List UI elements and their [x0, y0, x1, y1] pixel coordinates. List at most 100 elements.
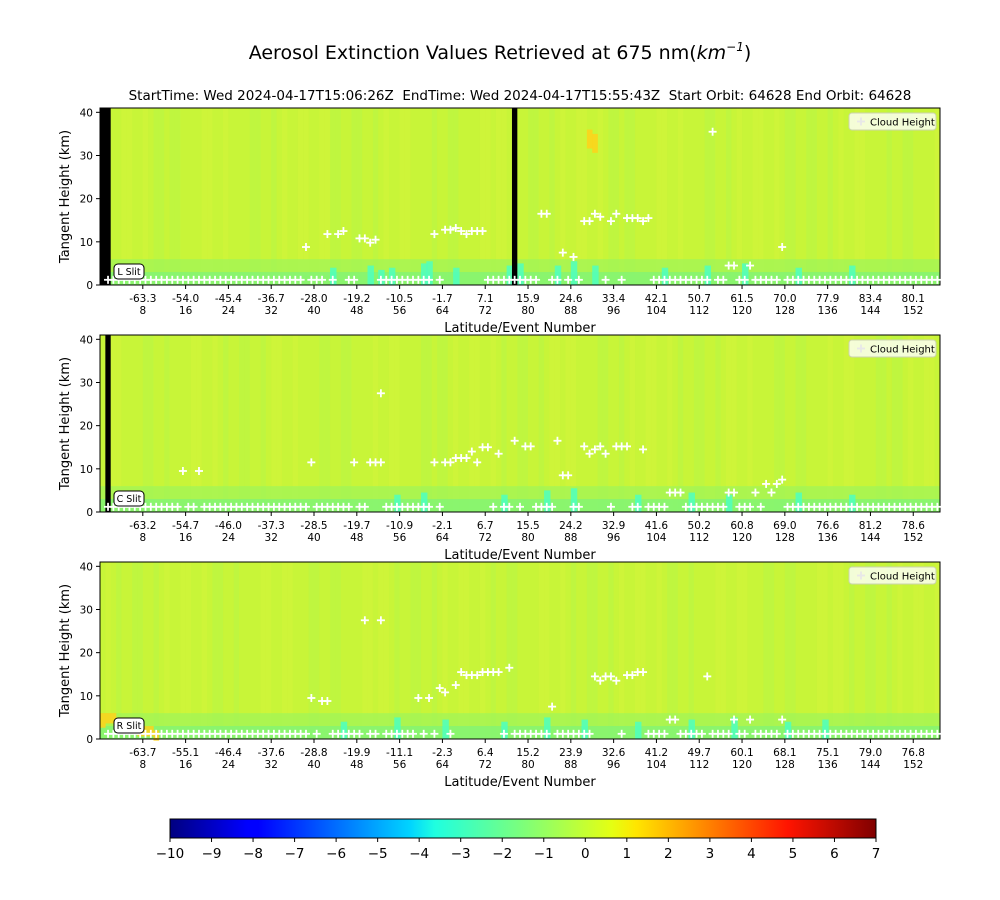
y-axis: 0 10 20 30 40 Tangent Height (km) [58, 561, 100, 746]
title-unit: km [697, 42, 727, 64]
event-tick-label: 48 [350, 305, 363, 317]
cloud-height-marker [301, 729, 310, 738]
cloud-height-marker [435, 275, 444, 284]
event-tick-label: 128 [775, 759, 795, 771]
heatmap-column [158, 108, 165, 285]
heatmap-column [276, 335, 282, 512]
latitude-tick-label: 23.9 [559, 747, 582, 759]
event-tick-label: 88 [564, 532, 577, 544]
colorbar-tick-label: −9 [202, 846, 222, 862]
heatmap-column [346, 335, 352, 512]
colorbar-ticks: −10 −9 −8 −7 −6 −5 −4 −3 −2 −1 0 1 2 3 4 5 6 7 [156, 838, 880, 862]
cloud-height-marker [676, 488, 685, 497]
latitude-tick-label: 60.8 [730, 520, 753, 532]
event-tick-label: 40 [307, 305, 320, 317]
cloud-height-marker [457, 668, 466, 677]
cloud-height-marker [366, 238, 375, 247]
x-axis-label: Latitude/Event Number [444, 775, 596, 790]
y-tick-label: 30 [80, 604, 93, 616]
cloud-height-marker [778, 715, 787, 724]
cloud-height-marker [430, 729, 439, 738]
event-tick-label: 144 [860, 759, 880, 771]
cloud-height-marker [430, 458, 439, 467]
colorbar-tick-label: −7 [285, 846, 305, 862]
cloud-height-marker [623, 442, 632, 451]
latitude-tick-label: 6.7 [477, 520, 494, 532]
data-gap [100, 108, 111, 285]
heatmap-column [340, 335, 347, 512]
latitude-tick-label: 61.5 [730, 293, 753, 305]
latitude-tick-label: 60.1 [730, 747, 753, 759]
cloud-height-marker [489, 502, 498, 511]
heatmap-column [774, 108, 780, 285]
latitude-tick-label: 24.2 [559, 520, 582, 532]
heatmap-column [223, 108, 229, 285]
cloud-height-marker [441, 688, 450, 697]
heatmap-column [709, 108, 716, 285]
heatmap-column [667, 335, 673, 512]
cloud-height-marker [414, 693, 423, 702]
event-tick-label: 64 [436, 305, 450, 317]
latitude-tick-label: -37.3 [258, 520, 285, 532]
y-axis-label: Tangent Height (km) [58, 357, 73, 491]
legend: Cloud Height [848, 339, 937, 358]
heatmap-column [485, 108, 491, 285]
colorbar: −10 −9 −8 −7 −6 −5 −4 −3 −2 −1 0 1 2 3 4 5 6 7 [156, 818, 880, 862]
heatmap-column [677, 108, 684, 285]
heatmap-column [715, 562, 721, 739]
cloud-height-marker [639, 217, 648, 226]
heatmap-column [383, 562, 389, 739]
cloud-height-marker [505, 663, 514, 672]
latitude-tick-label: 70.0 [773, 293, 796, 305]
heatmap-column [330, 108, 336, 285]
heatmap-column [742, 562, 748, 739]
cloud-height-marker [376, 616, 385, 625]
heatmap-column [849, 335, 855, 512]
heatmap-column [693, 335, 700, 512]
heatmap-column [260, 562, 266, 739]
y-tick-label: 20 [80, 194, 93, 206]
heatmap-column [768, 562, 775, 739]
heatmap-column [747, 335, 753, 512]
cloud-height-marker [526, 442, 535, 451]
heatmap-column [688, 562, 694, 739]
cloud-height-marker [601, 449, 610, 458]
cloud-height-marker [451, 224, 460, 233]
cloud-height-marker [483, 443, 492, 452]
event-tick-label: 8 [139, 305, 146, 317]
heatmap-column [699, 335, 705, 512]
low-extinction-cell [517, 263, 524, 285]
event-tick-label: 88 [564, 305, 577, 317]
heatmap-column [431, 562, 438, 739]
event-tick-label: 152 [903, 305, 923, 317]
cloud-height-marker [746, 715, 755, 724]
heatmap-column [410, 562, 416, 739]
heatmap-column [538, 335, 545, 512]
y-tick-label: 30 [80, 150, 93, 162]
heatmap-column [907, 108, 914, 285]
latitude-tick-label: 49.7 [688, 747, 711, 759]
event-tick-label: 88 [564, 759, 577, 771]
cloud-height-marker [633, 214, 642, 223]
event-tick-label: 80 [521, 305, 534, 317]
heatmap-column [324, 335, 331, 512]
low-extinction-cell [570, 261, 578, 285]
x-axis-label: Latitude/Event Number [444, 321, 596, 336]
latitude-tick-label: -45.4 [215, 293, 242, 305]
event-tick-label: 120 [732, 759, 752, 771]
heatmap-column [297, 108, 304, 285]
heatmap-column [886, 108, 892, 285]
legend-box [848, 566, 937, 585]
cloud-height-marker [467, 447, 476, 456]
plot-frame [99, 334, 941, 513]
cloud-height-marker [585, 449, 594, 458]
cloud-height-marker [596, 212, 605, 221]
slit-label-box [113, 717, 145, 734]
latitude-tick-label: 41.2 [645, 747, 668, 759]
event-tick-label: 80 [521, 532, 534, 544]
latitude-tick-label: -1.7 [432, 293, 453, 305]
cloud-height-marker [408, 729, 417, 738]
heatmap-column [207, 108, 213, 285]
event-tick-label: 144 [860, 532, 880, 544]
cloud-height-marker [933, 502, 942, 511]
